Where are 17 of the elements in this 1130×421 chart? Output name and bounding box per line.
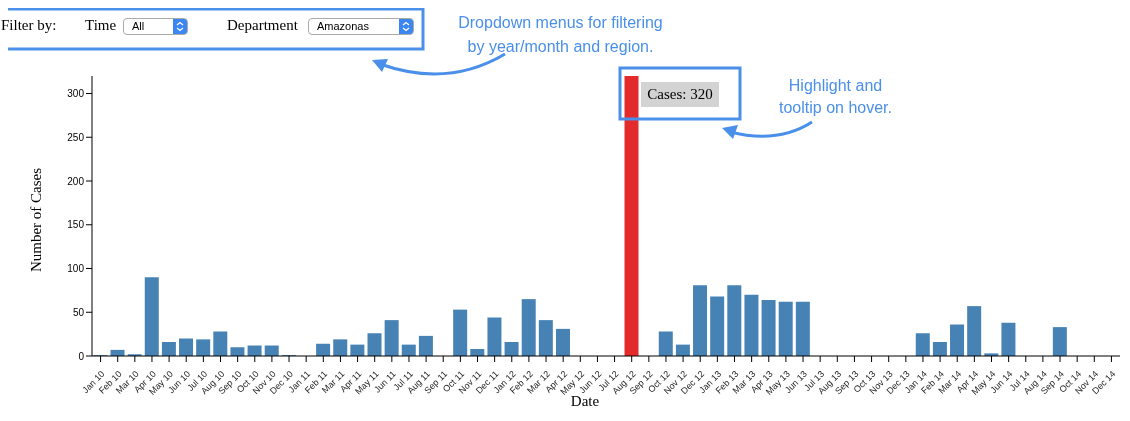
x-axis-title: Date (570, 393, 600, 409)
y-tick-label: 250 (67, 131, 85, 143)
y-tick-label: 200 (67, 175, 85, 187)
y-tick-label: 50 (72, 306, 85, 318)
y-axis-title: Number of Cases (27, 167, 45, 273)
y-tick-label: 100 (67, 263, 85, 275)
department-dropdown: Amazonas (308, 18, 414, 35)
annotation: Cases: 320 (641, 82, 719, 107)
text: Department (227, 17, 298, 34)
y-tick-label: 300 (67, 88, 85, 100)
text: Dropdown menus for filtering by year/month and region. (457, 13, 664, 57)
y-tick-label: 0 (78, 350, 85, 362)
y-tick-label: 150 (67, 219, 85, 231)
time-dropdown: All (123, 18, 188, 35)
text: Filter by: (1, 17, 57, 34)
annotation: Highlight and tooltip on hover. (778, 76, 893, 118)
text: Time (85, 17, 117, 34)
